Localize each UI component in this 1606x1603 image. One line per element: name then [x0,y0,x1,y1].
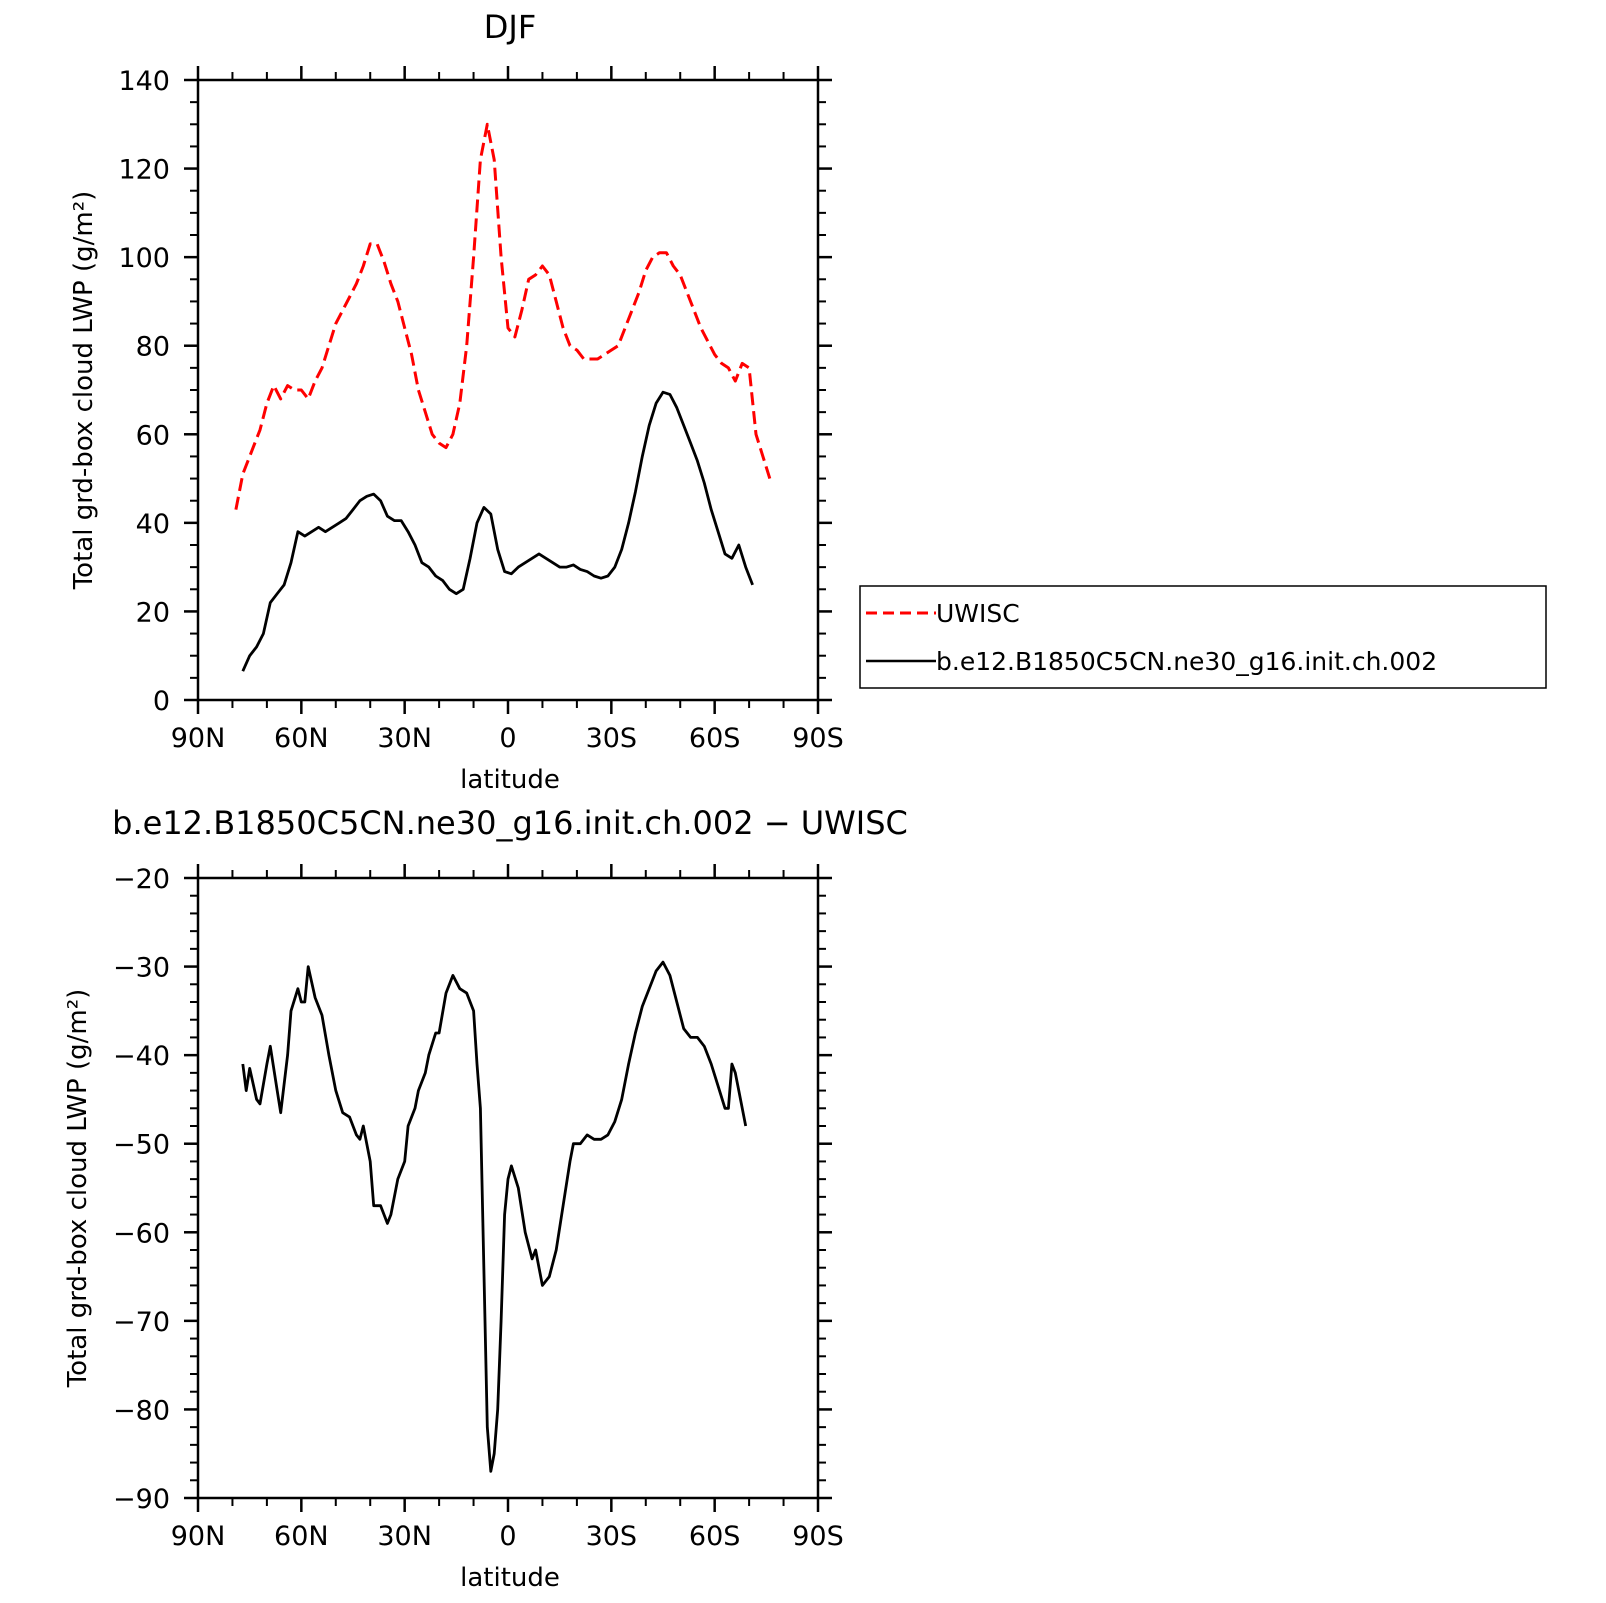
top-series-line-1 [241,390,754,672]
bottom-x-tick-label: 60N [274,1521,329,1552]
bottom-x-tick-label: 30S [586,1521,638,1552]
bottom-panel: b.e12.B1850C5CN.ne30_g16.init.ch.002 − U… [63,804,908,1593]
top-x-tick-label: 0 [499,723,516,754]
bottom-series-line-0 [241,960,748,1473]
bottom-y-tick-label: −40 [113,1041,170,1072]
bottom-x-tick-label: 90S [792,1521,844,1552]
bottom-series-group [241,960,748,1473]
bottom-y-tick-label: −60 [113,1218,170,1249]
bottom-y-tick-label: −70 [113,1307,170,1338]
legend: UWISC b.e12.B1850C5CN.ne30_g16.init.ch.0… [859,585,1547,689]
top-y-axis-label: Total grd-box cloud LWP (g/m²) [69,191,99,591]
top-x-tick-label: 30N [377,723,432,754]
bottom-x-axis-label: latitude [460,1563,560,1593]
top-x-tick-label: 30S [586,723,638,754]
top-series-line-0 [234,122,772,510]
top-y-tick-label: 140 [118,66,170,97]
bottom-y-tick-label: −50 [113,1130,170,1161]
top-y-tick-label: 120 [118,155,170,186]
legend-label-model: b.e12.B1850C5CN.ne30_g16.init.ch.002 [936,647,1437,676]
bottom-x-tick-label: 90N [171,1521,226,1552]
top-y-tick-label: 40 [136,509,170,540]
top-ticks: 90N 60N 30N 0 30S 60S 90S 0 20 40 60 80 100 120 140 [118,66,844,754]
top-y-tick-label: 100 [118,243,170,274]
top-y-tick-label: 20 [136,597,170,628]
bottom-x-tick-label: 60S [689,1521,741,1552]
bottom-x-tick-label: 0 [499,1521,516,1552]
top-panel: DJF latitude Total grd-box cloud LWP (g/… [69,8,844,795]
legend-label-uwisc: UWISC [936,599,1020,628]
bottom-ticks: 90N 60N 30N 0 30S 60S 90S −20 −30 −40 −50 −60 −70 −80… [113,864,844,1552]
top-x-axis-label: latitude [460,765,560,795]
bottom-x-tick-label: 30N [377,1521,432,1552]
bottom-y-tick-label: −80 [113,1395,170,1426]
top-y-tick-label: 60 [136,420,170,451]
bottom-y-tick-label: −90 [113,1484,170,1515]
legend-box [859,585,1547,689]
top-x-tick-label: 90N [171,723,226,754]
bottom-y-axis-label: Total grd-box cloud LWP (g/m²) [63,989,93,1389]
bottom-y-tick-label: −20 [113,864,170,895]
bottom-chart-title: b.e12.B1850C5CN.ne30_g16.init.ch.002 − U… [112,804,908,842]
top-y-tick-label: 80 [136,332,170,363]
top-plot-frame [196,78,820,702]
top-series-group [234,122,772,672]
top-x-tick-label: 60N [274,723,329,754]
top-chart-title: DJF [484,8,536,46]
top-x-tick-label: 60S [689,723,741,754]
top-x-tick-label: 90S [792,723,844,754]
top-y-tick-label: 0 [153,686,170,717]
bottom-y-tick-label: −30 [113,953,170,984]
